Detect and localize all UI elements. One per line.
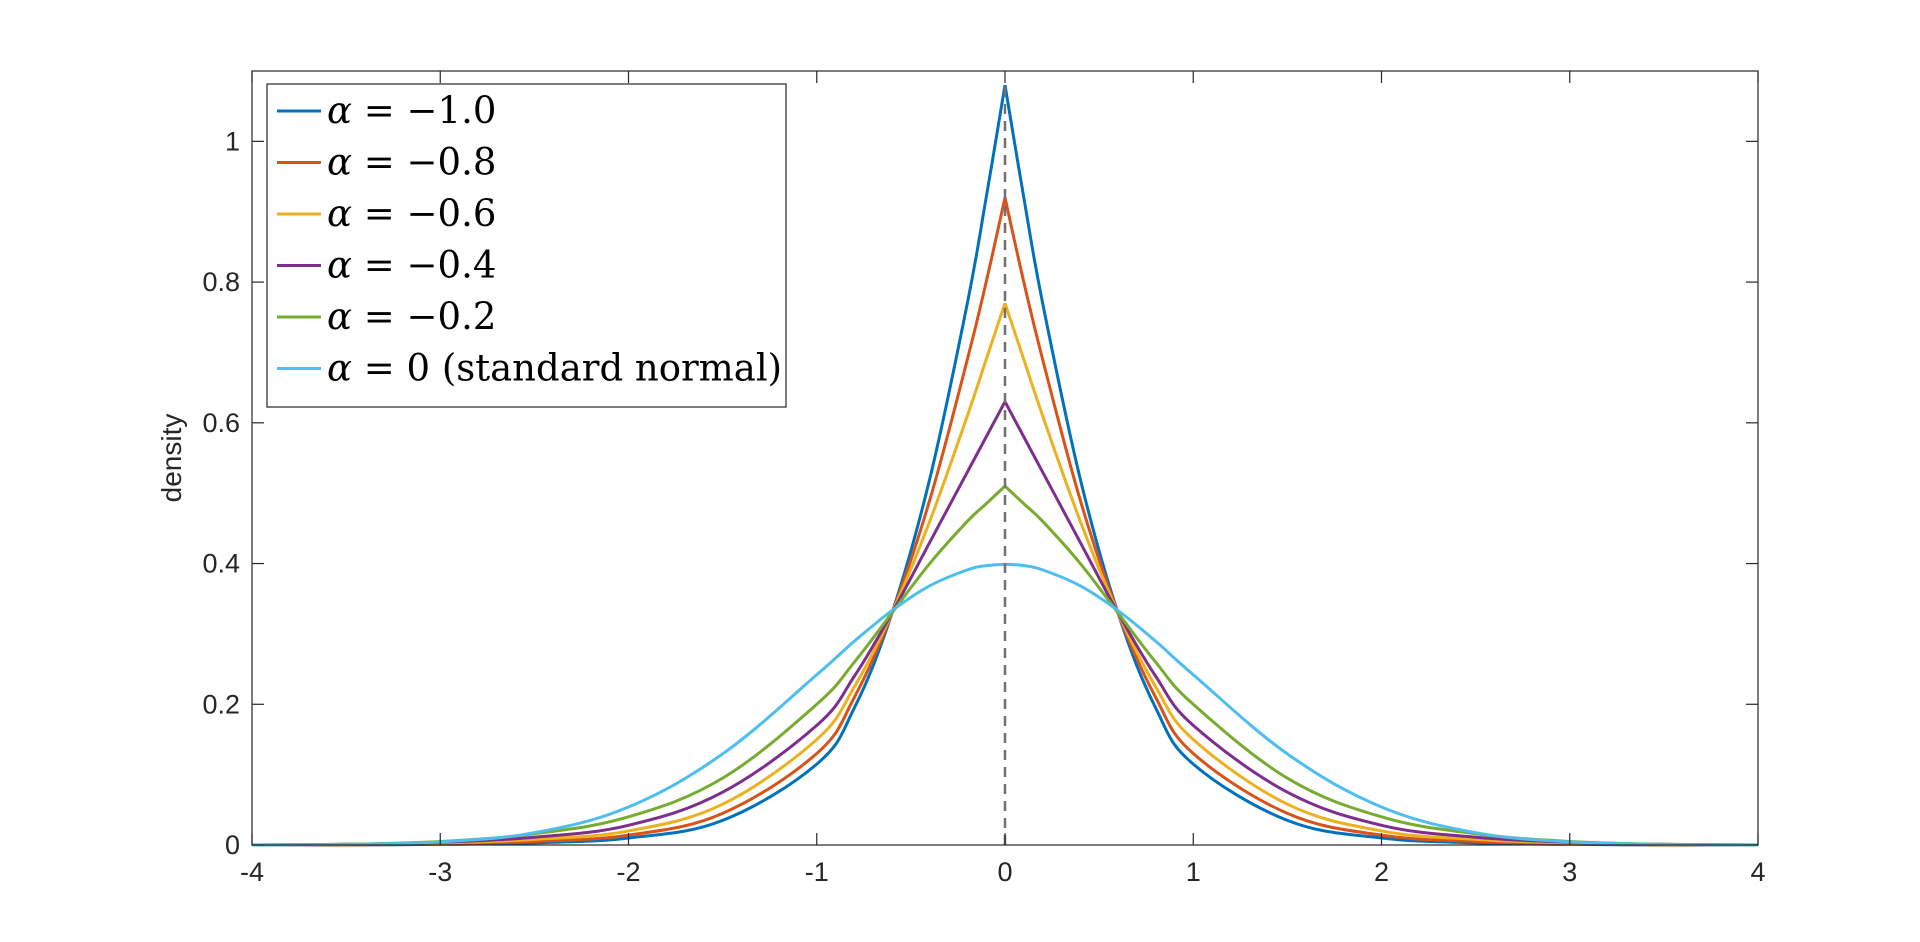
legend-entry: α = −0.2 xyxy=(327,295,496,338)
legend-entry: α = −0.4 xyxy=(327,244,496,287)
x-ticks-group: -4 -3 -2 -1 0 1 2 3 4 xyxy=(240,71,1766,887)
y-tick-label: 0 xyxy=(225,830,240,860)
legend-entry: α = −0.6 xyxy=(327,192,496,235)
legend: α = −1.0 α = −0.8 α = −0.6 α = −0.4 α = −0.2… xyxy=(266,83,787,408)
legend-entry: α = −0.8 xyxy=(327,141,496,184)
y-tick-label: 0.4 xyxy=(202,549,240,579)
y-ticks-group: 0 0.2 0.4 0.6 0.8 1 xyxy=(202,126,1758,860)
x-tick-label: -4 xyxy=(240,857,264,887)
y-tick-label: 1 xyxy=(225,126,240,156)
y-tick-label: 0.8 xyxy=(202,267,240,297)
legend-entry: α = −1.0 xyxy=(327,89,496,132)
y-axis-label: density xyxy=(156,414,187,503)
legend-entry: α = 0 (standard normal) xyxy=(327,347,782,390)
legend-box xyxy=(266,83,787,408)
y-tick-label: 0.2 xyxy=(202,689,240,719)
x-tick-label: -3 xyxy=(428,857,452,887)
x-tick-label: 3 xyxy=(1562,857,1577,887)
x-tick-label: 1 xyxy=(1186,857,1201,887)
y-tick-label: 0.6 xyxy=(202,408,240,438)
x-tick-label: 4 xyxy=(1750,857,1765,887)
x-tick-label: 0 xyxy=(997,857,1012,887)
x-tick-label: 2 xyxy=(1374,857,1389,887)
x-tick-label: -2 xyxy=(616,857,640,887)
x-tick-label: -1 xyxy=(805,857,829,887)
